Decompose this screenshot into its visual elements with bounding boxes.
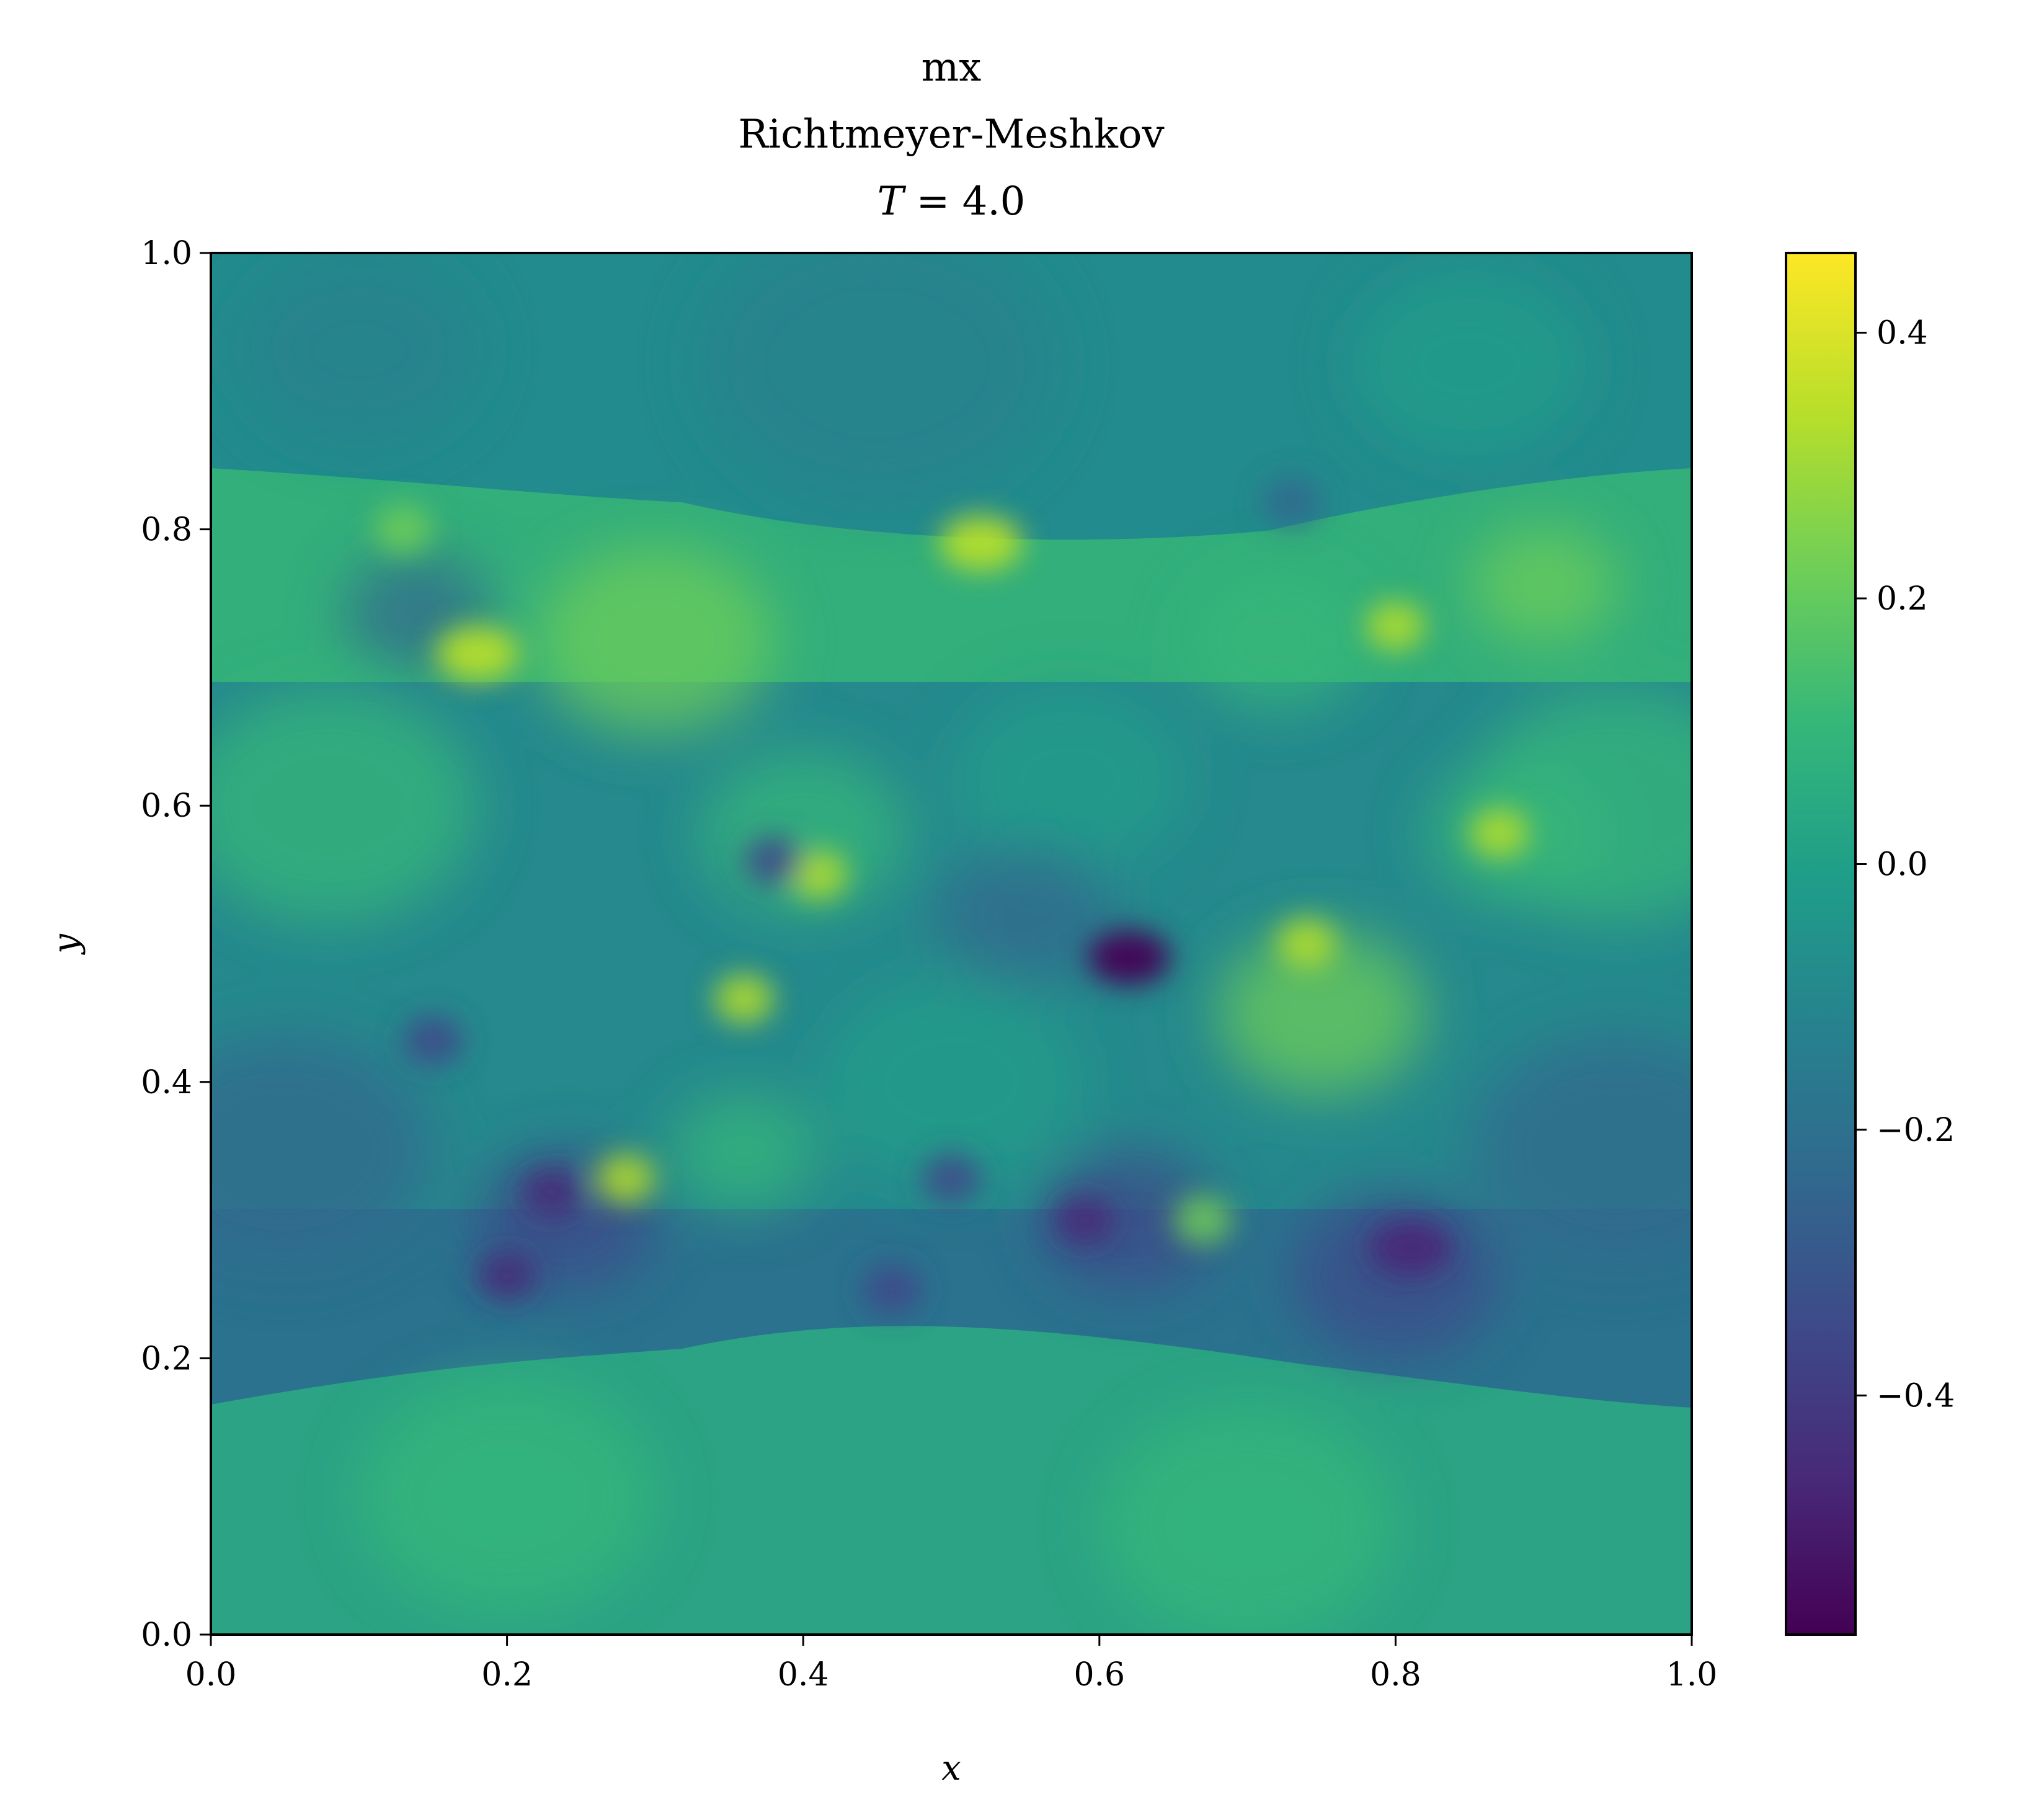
x-tick-label: 0.6: [1073, 1656, 1125, 1693]
field-blob: [1469, 526, 1618, 644]
field-blob: [936, 845, 1114, 987]
field-blob: [1292, 1193, 1500, 1358]
field-blobs: [211, 253, 1692, 1635]
colorbar-tick-label: 0.2: [1877, 580, 1928, 618]
field-extremum: [1087, 930, 1171, 985]
field-blob: [670, 1092, 819, 1210]
chart-title-line-2: Richtmeyer-Meshkov: [738, 112, 1164, 158]
field-blob: [818, 976, 1085, 1188]
y-tick-label: 0.8: [141, 512, 192, 549]
field-feature: [788, 850, 848, 900]
field-feature: [477, 1250, 537, 1300]
colorbar-tick-label: 0.0: [1877, 846, 1928, 883]
field-feature: [595, 1153, 655, 1204]
x-axis-label: x: [941, 1748, 961, 1788]
y-axis: 0.0 0.2 0.4 0.6 0.8 1.0: [141, 235, 211, 1654]
field-blob: [358, 1378, 655, 1614]
time-symbol: T: [877, 179, 907, 224]
field-blob: [1351, 269, 1588, 458]
field-feature: [1469, 808, 1529, 858]
time-value: 4.0: [962, 179, 1026, 224]
y-axis-label: y: [46, 933, 86, 956]
field-blob: [1188, 569, 1366, 711]
x-tick-label: 0.0: [185, 1656, 237, 1693]
field-blob: [240, 255, 478, 444]
field-blobs-sharp: [373, 476, 1529, 1315]
colorbar-frame: [1785, 252, 1857, 1636]
colorbar: −0.4 −0.2 0.0 0.2 0.4: [1785, 252, 1955, 1636]
field-feature: [1262, 476, 1322, 527]
chart-title-line-3: T = 4.0: [877, 179, 1026, 224]
field-feature: [522, 1167, 581, 1218]
field-blob: [1217, 930, 1426, 1095]
y-tick-label: 1.0: [141, 235, 192, 272]
field-blob: [1099, 1406, 1396, 1635]
field-blob: [536, 546, 774, 734]
colorbar-tick-label: −0.4: [1877, 1377, 1955, 1414]
field-extremum: [1369, 1220, 1452, 1276]
field-blob: [951, 684, 1189, 872]
y-tick-label: 0.2: [141, 1340, 192, 1377]
field-feature: [1173, 1195, 1233, 1245]
field-feature: [922, 1153, 981, 1204]
x-axis: 0.0 0.2 0.4 0.6 0.8 1.0: [185, 1635, 1718, 1693]
field-feature: [1366, 601, 1426, 651]
x-tick-label: 0.4: [778, 1656, 829, 1693]
x-tick-label: 0.2: [481, 1656, 533, 1693]
chart-title-line-1: mx: [922, 45, 982, 91]
field-feature: [403, 1015, 463, 1066]
y-tick-label: 0.0: [141, 1617, 192, 1654]
field-feature: [1277, 918, 1336, 969]
field-extremum: [939, 515, 1023, 571]
field-feature: [1055, 1195, 1114, 1245]
field-blob: [211, 688, 478, 923]
y-tick-label: 0.6: [141, 788, 192, 825]
time-equals: =: [904, 179, 962, 224]
y-tick-label: 0.4: [141, 1064, 192, 1101]
field-blob: [1040, 1149, 1218, 1291]
field-extremum: [435, 626, 519, 681]
plot-frame: [210, 252, 1693, 1636]
field-blob: [1469, 1033, 1692, 1269]
colorbar-tick-label: 0.4: [1877, 315, 1928, 352]
colorbar-gradient: [1786, 253, 1855, 1635]
heatmap-field: [211, 253, 1692, 1635]
field-blob: [700, 253, 1055, 505]
field-feature: [373, 504, 433, 554]
field-feature: [714, 974, 774, 1024]
x-tick-label: 1.0: [1666, 1656, 1718, 1693]
field-feature: [744, 836, 804, 886]
colorbar-tick-label: −0.2: [1877, 1112, 1955, 1149]
field-feature: [862, 1264, 922, 1315]
x-tick-label: 0.8: [1370, 1656, 1421, 1693]
field-blob: [211, 1033, 433, 1269]
colorbar-ticks: −0.4 −0.2 0.0 0.2 0.4: [1855, 315, 1955, 1414]
